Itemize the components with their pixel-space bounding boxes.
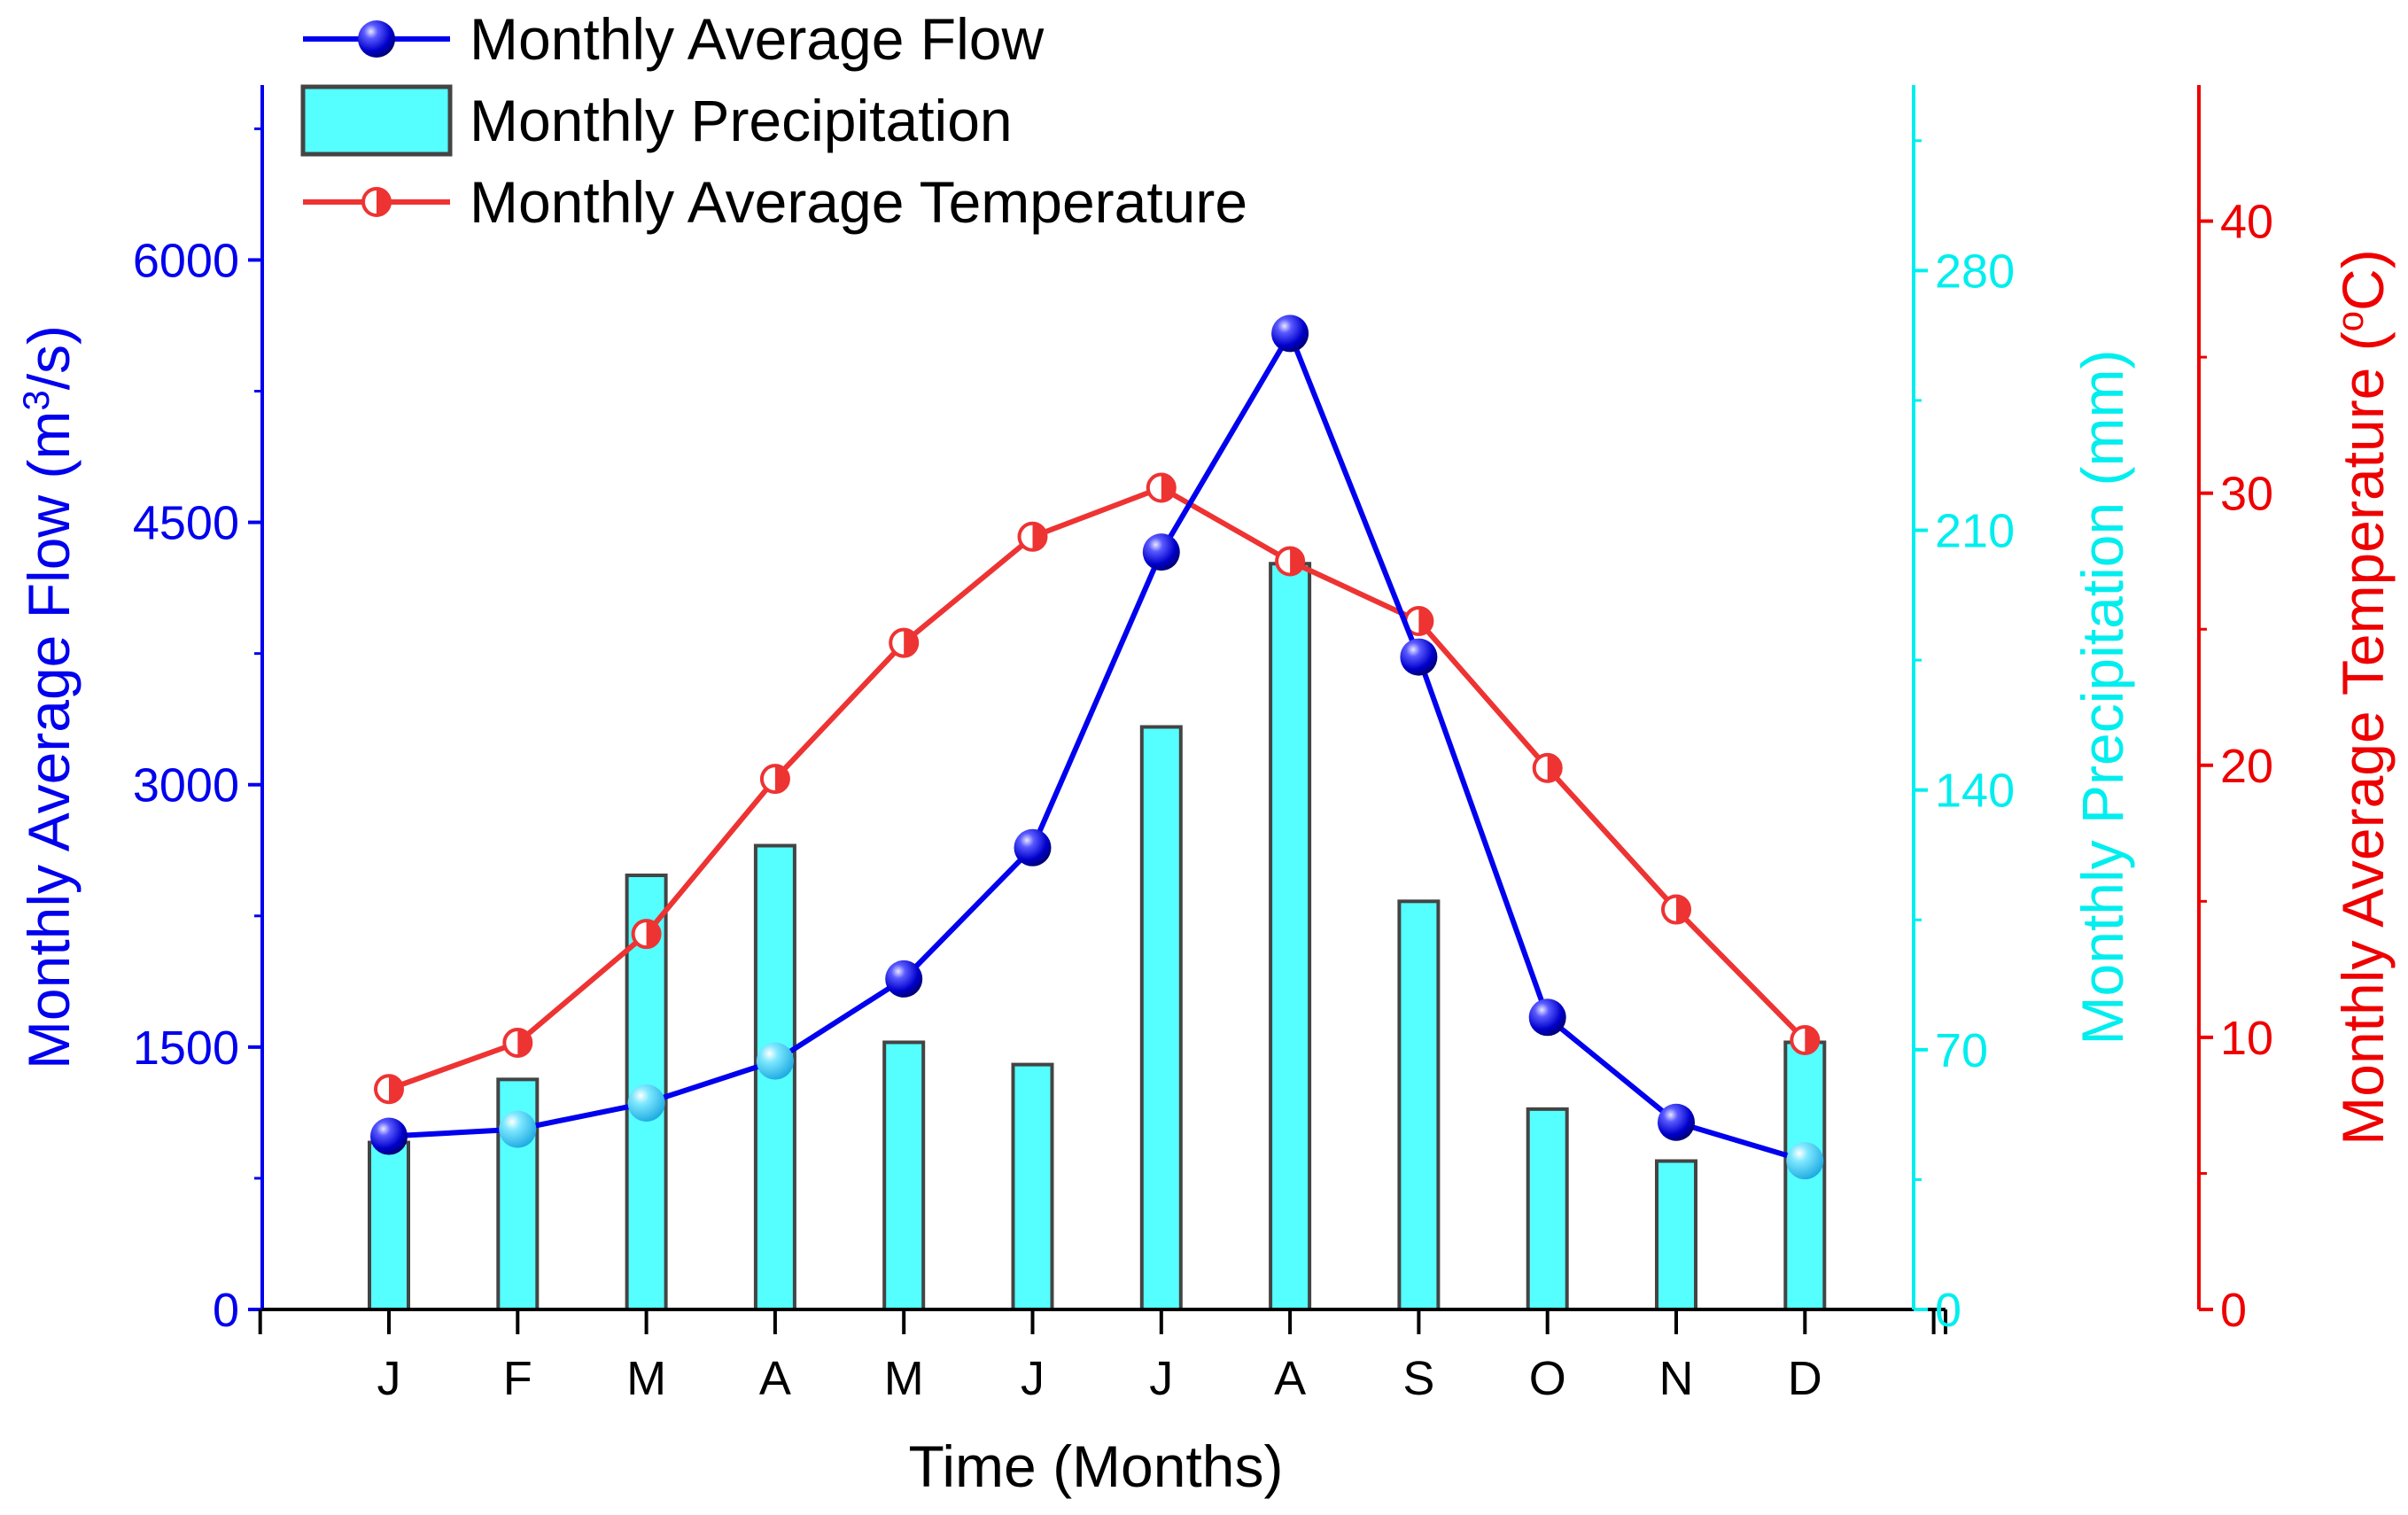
precipitation-axis-tick-label: 70 [1935, 1024, 1988, 1077]
precipitation-bar [368, 1140, 410, 1311]
precipitation-axis-tick-label: 0 [1935, 1284, 1961, 1337]
temperature-axis-title: Monthly Average Temperature (oC) [2329, 249, 2396, 1145]
flow-line [388, 327, 1806, 1164]
precipitation-axis-tick-label: 280 [1935, 245, 2015, 298]
temperature-point [1146, 472, 1177, 503]
temperature-line [387, 485, 1807, 1092]
precipitation-bar [882, 1040, 926, 1312]
precipitation-axis-title: Monthly Precipitation (mm) [2070, 350, 2135, 1045]
temperature-axis-tick-label: 40 [2220, 196, 2273, 249]
temperature-point [1661, 894, 1691, 925]
left-axis-title: Monthly Average Flow (m3/s) [15, 325, 82, 1069]
left-axis-tick-label: 0 [213, 1284, 239, 1337]
precipitation-bar [1139, 725, 1183, 1311]
legend-precipitation-swatch [300, 84, 453, 157]
flow-point [499, 1110, 537, 1148]
temperature-axis-tick-label: 30 [2220, 468, 2273, 521]
temperature-point [502, 1028, 533, 1059]
x-axis-tick-label: N [1659, 1352, 1694, 1405]
marker-half-fill [517, 1029, 532, 1057]
marker-half-fill [1547, 754, 1561, 781]
temperature-axis-tick-label: 0 [2220, 1284, 2247, 1337]
legend-flow-marker [358, 20, 395, 58]
precipitation-bars [368, 562, 1827, 1312]
x-axis-tick-label: J [377, 1352, 401, 1405]
temperature-point [374, 1074, 404, 1105]
marker-half-fill [1676, 896, 1690, 923]
flow-point [627, 1084, 665, 1123]
precipitation-bar [1397, 899, 1441, 1311]
temperature-series [374, 472, 1821, 1105]
x-axis-tick-label: O [1529, 1352, 1566, 1405]
flow-point [1014, 828, 1052, 866]
flow-point [1400, 638, 1438, 676]
x-axis-tick-label: F [503, 1352, 532, 1405]
temperature-point [889, 627, 920, 658]
legend: Monthly Average Flow Monthly Precipitatio… [300, 6, 1247, 235]
legend-label: Monthly Precipitation [470, 88, 1013, 153]
precipitation-bar [1269, 562, 1312, 1311]
marker-half-fill [774, 765, 788, 793]
x-axis-tick-label: J [1149, 1352, 1173, 1405]
legend-label: Monthly Average Flow [470, 6, 1044, 72]
x-axis-tick-label: J [1021, 1352, 1045, 1405]
marker-half-fill [1805, 1026, 1819, 1053]
x-axis-tick-label: M [626, 1352, 666, 1405]
marker-half-fill [1032, 523, 1046, 550]
left-axis-tick-label: 3000 [133, 759, 239, 812]
marker-half-fill [377, 189, 390, 215]
x-axis-tick-label: A [1274, 1352, 1306, 1405]
flow-point [1142, 533, 1180, 571]
precipitation-bar [1526, 1107, 1569, 1311]
legend-temperature-marker [361, 187, 392, 217]
flow-point [756, 1042, 794, 1080]
x-axis-tick-label: M [884, 1352, 924, 1405]
flow-point [370, 1117, 408, 1155]
temperature-point [759, 764, 790, 795]
flow-point [1658, 1103, 1695, 1141]
x-axis-tick-label: S [1402, 1352, 1434, 1405]
temperature-axis-tick-label: 10 [2220, 1012, 2273, 1065]
flow-point [885, 960, 923, 998]
temperature-point [1017, 521, 1048, 552]
temperature-point [631, 919, 662, 950]
x-axis-tick-label: D [1788, 1352, 1822, 1405]
marker-half-fill [646, 921, 660, 948]
precipitation-bar [1011, 1062, 1054, 1311]
temperature-point [1275, 546, 1306, 577]
marker-half-fill [904, 629, 918, 656]
temperature-point [1790, 1024, 1821, 1055]
flow-series [370, 315, 1824, 1180]
flow-point [1786, 1142, 1824, 1180]
flow-point [1271, 315, 1309, 353]
temperature-point [1403, 606, 1434, 637]
left-axis-tick-label: 6000 [133, 234, 239, 287]
marker-half-fill [389, 1076, 403, 1103]
precipitation-axis-tick-label: 210 [1935, 505, 2015, 558]
marker-half-fill [1418, 608, 1433, 635]
temperature-point [1532, 752, 1563, 783]
x-axis-tick-label: A [759, 1352, 791, 1405]
left-axis-tick-label: 1500 [133, 1022, 239, 1075]
temperature-axis-tick-label: 20 [2220, 740, 2273, 793]
flow-point [1528, 998, 1566, 1037]
marker-half-fill [1290, 548, 1304, 575]
legend-label: Monthly Average Temperature [470, 169, 1247, 235]
precipitation-axis-tick-label: 140 [1935, 765, 2015, 818]
marker-half-fill [1161, 474, 1175, 501]
left-axis-tick-label: 4500 [133, 497, 239, 550]
precipitation-bar [1655, 1159, 1697, 1312]
x-axis-title: Time (Months) [909, 1433, 1284, 1499]
